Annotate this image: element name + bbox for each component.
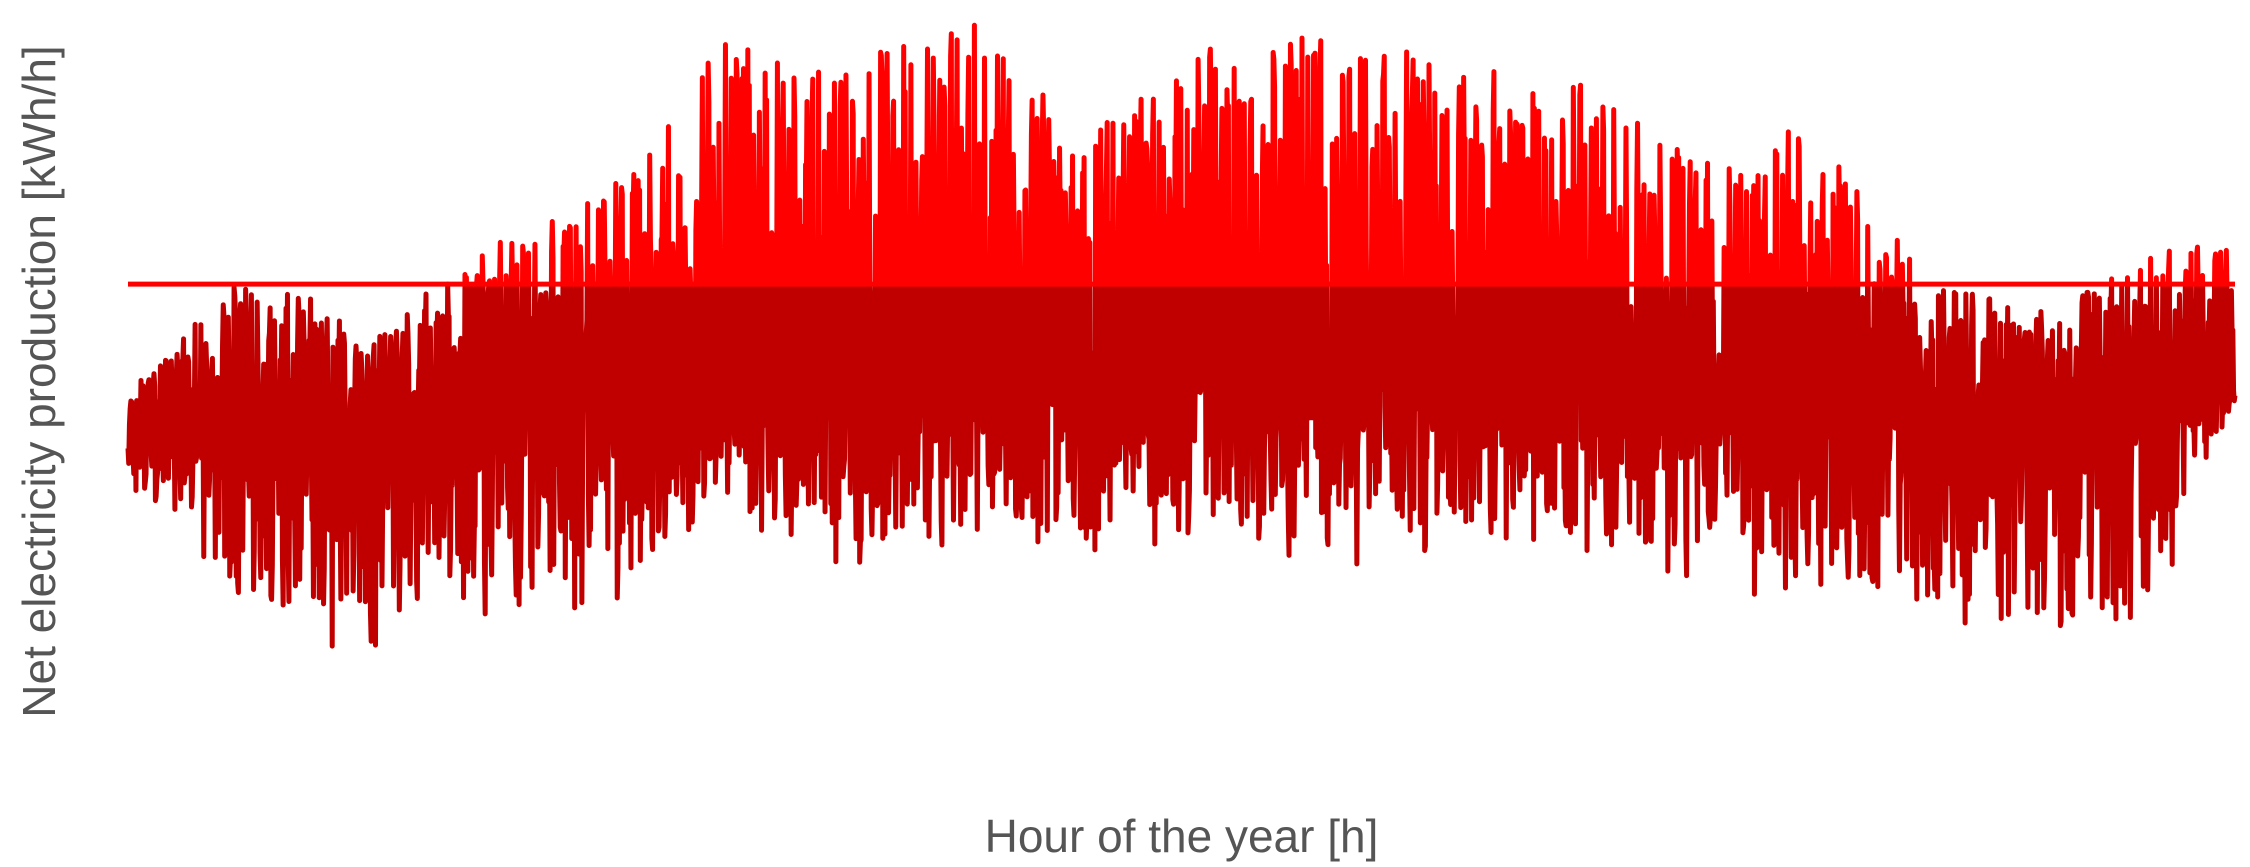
series-line-below-reference [125,284,2238,649]
y-axis-label: Net electricity production [kWh/h] [13,45,65,717]
plot-area [125,22,2238,649]
x-axis-label: Hour of the year [h] [985,810,1379,862]
series-net-production [125,22,2238,649]
